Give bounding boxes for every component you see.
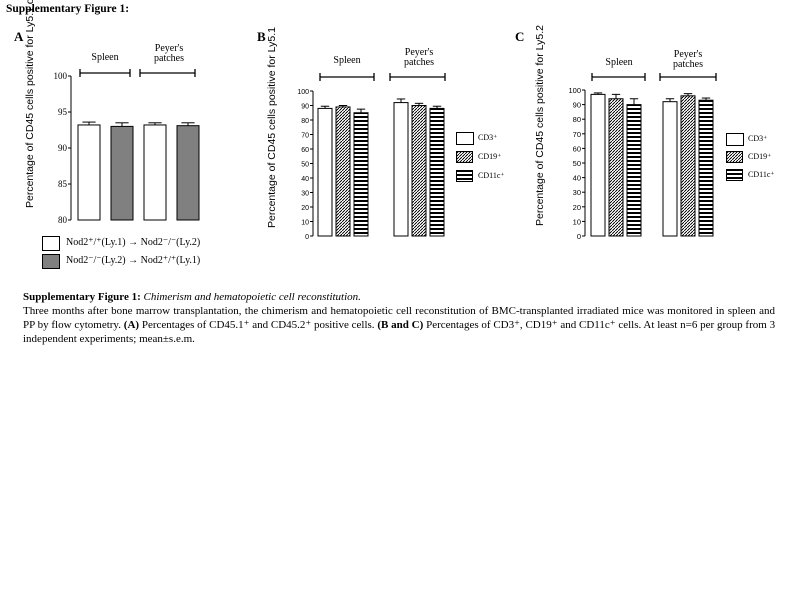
chart-a-y-tick-label: 100	[54, 71, 68, 81]
caption-heading-italic: Chimerism and hematopoietic cell reconst…	[143, 291, 361, 303]
legend-b-label-cd11c: CD11c⁺	[478, 171, 505, 180]
chart-c-y-tick-label: 90	[573, 101, 581, 110]
panel-letter-c: C	[515, 29, 525, 44]
caption-body-1: Three months after bone marrow transplan…	[23, 305, 775, 331]
chart-a-svg: 80 85 90 95 100	[54, 69, 200, 225]
caption-body-a: Percentages of CD45.1⁺ and CD45.2⁺ posit…	[141, 319, 375, 331]
chart-c-group-peyers: Peyer's patches	[673, 49, 703, 70]
panel-letter-b: B	[257, 29, 266, 44]
chart-b-y-tick-label: 40	[301, 176, 309, 183]
figure-title: Supplementary Figure 1:	[6, 3, 130, 15]
caption-heading: Supplementary Figure 1:	[23, 291, 141, 303]
chart-c-bar	[680, 95, 696, 237]
legend-b-swatch-cd11c	[456, 170, 473, 182]
chart-c-bar	[662, 101, 678, 237]
chart-c-y-tick-label: 10	[573, 217, 581, 226]
chart-c-bar	[698, 99, 714, 237]
legend-c-label-cd3: CD3⁺	[748, 134, 768, 143]
chart-a-y-tick-label: 95	[58, 107, 68, 117]
chart-b-y-tick-label: 70	[301, 133, 309, 140]
legend-c-swatch-cd11c	[726, 169, 743, 181]
figure-caption: Supplementary Figure 1: Chimerism and he…	[23, 290, 775, 346]
chart-a-y-tick-label: 90	[58, 143, 68, 153]
chart-b-group-peyers: Peyer's patches	[404, 47, 434, 68]
chart-b-y-tick-label: 0	[305, 234, 309, 241]
chart-c-y-tick-label: 20	[573, 203, 581, 212]
legend-a-label-1: Nod2⁺/⁺(Ly.1) → Nod2⁻/⁻(Ly.2)	[66, 237, 201, 248]
chart-b-svg: 0 10 20 30 40 50 60 70 80 90 100	[297, 73, 446, 241]
chart-c: 0 10 20 30 40 50 60 70 80 90 100 Percentage of CD4…	[0, 0, 794, 280]
caption-body-bc: Percentages of CD3⁺, CD19⁺ and CD11c⁺ ce…	[23, 319, 776, 345]
chart-b-y-tick-label: 60	[301, 147, 309, 154]
caption-label-a: (A)	[123, 319, 140, 331]
chart-c-ylabel: Percentage of CD45 cells positive for Ly…	[534, 25, 546, 226]
chart-c-y-tick-label: 60	[573, 144, 581, 153]
chart-b-y-tick-label: 50	[301, 162, 309, 169]
legend-b-swatch-cd3	[456, 132, 474, 145]
legend-b-label-cd3: CD3⁺	[478, 133, 498, 142]
chart-c-bar	[626, 104, 642, 237]
chart-c-y-tick-label: 30	[573, 188, 581, 197]
chart-c-svg: 0 10 20 30 40 50 60 70 80 90 100	[568, 73, 717, 241]
caption-label-bc: (B and C)	[377, 319, 424, 331]
chart-b-y-tick-label: 30	[301, 191, 309, 198]
chart-c-y-tick-label: 80	[573, 115, 581, 124]
chart-a-group-peyers: Peyer's patches	[154, 43, 184, 64]
chart-b: 0 10 20 30 40 50 60 70 80 90 100 Percentage of CD4…	[0, 0, 520, 280]
chart-b-group-spleen: Spleen	[333, 55, 361, 66]
panel-letter-a: A	[14, 29, 24, 44]
legend-c-label-cd19: CD19⁺	[748, 152, 772, 161]
legend-c-label-cd11c: CD11c⁺	[748, 170, 775, 179]
chart-c-y-tick-label: 100	[568, 86, 581, 95]
chart-c-y-tick-label: 70	[573, 130, 581, 139]
chart-c-bar	[590, 93, 606, 237]
chart-c-y-tick-label: 50	[573, 159, 581, 168]
chart-c-bar	[608, 98, 624, 237]
chart-a-group-spleen: Spleen	[91, 52, 119, 63]
chart-c-y-tick-label: 40	[573, 174, 581, 183]
chart-a: 80 85 90 95 100 Percentage of CD45 cells pos…	[0, 0, 260, 280]
legend-a-label-2: Nod2⁻/⁻(Ly.2) → Nod2⁺/⁺(Ly.1)	[66, 255, 201, 266]
legend-c-swatch-cd19	[726, 151, 743, 163]
chart-b-y-tick-label: 90	[301, 104, 309, 111]
chart-a-y-tick-label: 85	[58, 179, 68, 189]
chart-a-y-tick-label: 80	[58, 215, 68, 225]
chart-b-y-tick-label: 80	[301, 118, 309, 125]
legend-a-swatch-2	[42, 254, 60, 269]
chart-b-y-tick-label: 10	[301, 220, 309, 227]
chart-c-group-spleen: Spleen	[605, 57, 633, 68]
chart-b-y-tick-label: 20	[301, 205, 309, 212]
legend-a-swatch-1	[42, 236, 60, 251]
legend-c-swatch-cd3	[726, 133, 744, 146]
chart-b-y-tick-label: 100	[297, 89, 309, 96]
chart-c-y-tick-label: 0	[577, 232, 581, 241]
legend-b-swatch-cd19	[456, 151, 473, 163]
legend-b-label-cd19: CD19⁺	[478, 152, 502, 161]
